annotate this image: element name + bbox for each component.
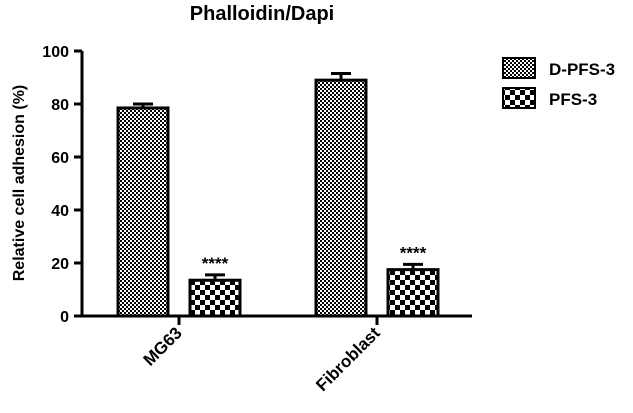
y-tick-label-20: 20 xyxy=(51,256,69,273)
y-tick-label-0: 0 xyxy=(60,309,69,326)
bars-group: **** **** xyxy=(116,72,440,318)
significance-pfs-3-mg63: **** xyxy=(202,254,229,273)
y-tick-label-100: 100 xyxy=(42,44,69,61)
y-axis-label: Relative cell adhesion (%) xyxy=(11,85,28,282)
bar-pfs-3-fibroblast xyxy=(386,268,440,318)
x-tick-label-fibroblast: Fibroblast xyxy=(312,323,384,395)
legend-swatch-pfs-3 xyxy=(502,87,536,109)
legend-label-pfs-3: PFS-3 xyxy=(549,90,597,109)
x-tick-label-mg63: MG63 xyxy=(140,323,186,369)
legend-label-d-pfs-3: D-PFS-3 xyxy=(549,60,615,79)
bar-pfs-3-mg63 xyxy=(188,278,242,318)
bar-d-pfs-3-fibroblast xyxy=(314,78,368,318)
legend: D-PFS-3 PFS-3 xyxy=(502,57,615,109)
significance-pfs-3-fibroblast: **** xyxy=(400,243,427,262)
x-axis-ticks: MG63 Fibroblast xyxy=(140,316,384,395)
chart-title: Phalloidin/Dapi xyxy=(190,3,334,25)
y-tick-label-80: 80 xyxy=(51,97,69,114)
y-tick-label-60: 60 xyxy=(51,150,69,167)
legend-swatch-d-pfs-3 xyxy=(502,57,536,79)
bar-d-pfs-3-mg63 xyxy=(116,106,170,318)
y-tick-label-40: 40 xyxy=(51,203,69,220)
y-axis-ticks: 0 20 40 60 80 100 xyxy=(42,44,82,326)
